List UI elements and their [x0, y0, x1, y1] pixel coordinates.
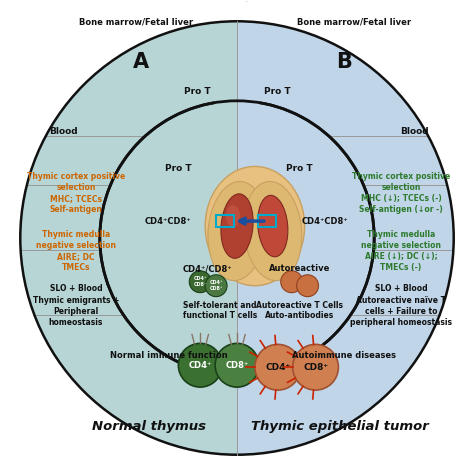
Text: CD4⁺CD8⁺: CD4⁺CD8⁺ — [145, 217, 191, 226]
Bar — [216, 215, 234, 227]
Ellipse shape — [244, 181, 302, 281]
Circle shape — [255, 344, 301, 390]
Circle shape — [215, 343, 259, 387]
Circle shape — [297, 275, 319, 297]
Text: Blood: Blood — [49, 127, 77, 136]
Text: Pro T: Pro T — [165, 164, 191, 173]
Bar — [258, 215, 276, 227]
Text: Normal immune function: Normal immune function — [109, 351, 227, 360]
Circle shape — [292, 344, 338, 390]
Text: Thymic epithelial tumor: Thymic epithelial tumor — [251, 420, 428, 433]
Text: Autoimmune diseases: Autoimmune diseases — [292, 351, 396, 360]
Text: CD4⁺
CD8⁻: CD4⁺ CD8⁻ — [193, 277, 207, 287]
Text: Bone marrow/Fetal liver: Bone marrow/Fetal liver — [79, 18, 192, 27]
Ellipse shape — [226, 205, 240, 227]
Text: CD4⁺/CD8⁺: CD4⁺/CD8⁺ — [182, 264, 232, 273]
Text: Pro T: Pro T — [264, 88, 291, 96]
Text: Autoreactive T Cells
Auto-antibodies: Autoreactive T Cells Auto-antibodies — [256, 301, 343, 320]
Text: A: A — [133, 52, 149, 72]
Text: Bone marrow/Fetal liver: Bone marrow/Fetal liver — [297, 18, 411, 27]
Text: Thymic medulla
negative selection
AIRE (↓); DC (↓);
TMECs (-): Thymic medulla negative selection AIRE (… — [361, 230, 441, 272]
Text: Thymic cortex positive
selection
MHC (↓); TCECs (-)
Self-antigen (↓or -): Thymic cortex positive selection MHC (↓)… — [352, 172, 450, 214]
Wedge shape — [20, 21, 237, 455]
Text: Blood: Blood — [400, 127, 428, 136]
Text: B: B — [337, 52, 352, 72]
Ellipse shape — [242, 0, 252, 1]
Circle shape — [178, 343, 222, 387]
Text: Self-tolerant and
functional T cells: Self-tolerant and functional T cells — [183, 301, 257, 320]
Wedge shape — [237, 21, 454, 455]
Text: CD4⁺: CD4⁺ — [189, 361, 212, 370]
Text: Thymic cortex positive
selection
MHC; TCECs
Self-antigen: Thymic cortex positive selection MHC; TC… — [27, 172, 125, 214]
Ellipse shape — [208, 181, 266, 281]
Text: SLO + Blood
Thymic emigrants +
Peripheral
homeostasis: SLO + Blood Thymic emigrants + Periphera… — [33, 285, 119, 327]
Text: CD8⁺: CD8⁺ — [225, 361, 249, 370]
Ellipse shape — [258, 195, 288, 257]
Circle shape — [189, 271, 211, 293]
Text: CD4⁺: CD4⁺ — [265, 363, 290, 372]
Text: Pro T: Pro T — [286, 164, 313, 173]
Text: CD8⁺: CD8⁺ — [303, 363, 328, 372]
Circle shape — [205, 275, 227, 297]
Ellipse shape — [205, 167, 305, 286]
Text: CD4⁺CD8⁺: CD4⁺CD8⁺ — [301, 217, 348, 226]
Circle shape — [281, 271, 302, 293]
Text: SLO + Blood
Autoreactive naïve T
cells + Failure to
peripheral homeostasis: SLO + Blood Autoreactive naïve T cells +… — [350, 285, 452, 327]
Text: Normal thymus: Normal thymus — [91, 420, 206, 433]
Ellipse shape — [221, 194, 253, 258]
Text: Pro T: Pro T — [184, 88, 210, 96]
Text: CD4⁺
CD8⁺: CD4⁺ CD8⁺ — [210, 280, 223, 291]
Text: Autoreactive: Autoreactive — [269, 264, 330, 273]
Text: Thymic medulla
negative selection
AIRE; DC
TMECs: Thymic medulla negative selection AIRE; … — [36, 230, 116, 272]
